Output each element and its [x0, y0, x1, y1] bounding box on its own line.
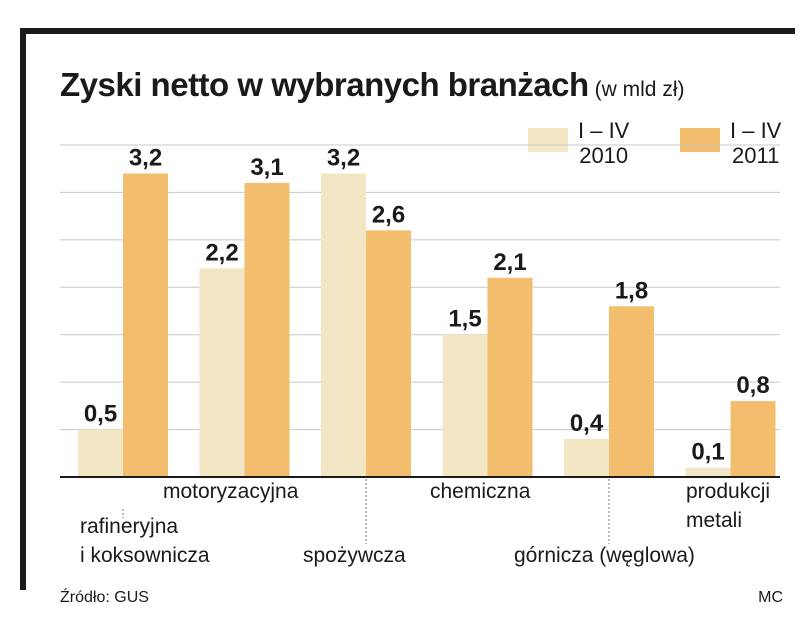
bar-2011 [123, 173, 168, 477]
bar-2010 [685, 467, 731, 477]
chart-title-text: Zyski netto w wybranych branżach [60, 66, 589, 103]
legend-swatch-2011 [680, 128, 720, 152]
frame-left-bar [20, 28, 26, 590]
bar-2010 [321, 173, 366, 477]
category-label: rafineryjna [80, 515, 178, 538]
legend-item-2010: I – IV 2010 [528, 118, 629, 168]
data-label-2010: 0,5 [84, 401, 117, 428]
category-label: motoryzacyjna [163, 480, 299, 503]
legend-swatch-2010 [528, 128, 568, 152]
category-label: metali [686, 509, 742, 532]
legend-item-2011: I – IV 2011 [680, 118, 781, 168]
data-label-2010: 1,5 [448, 306, 481, 333]
bar-2011 [487, 277, 533, 477]
legend-label-2010: I – IV 2010 [578, 118, 629, 168]
data-label-2010: 2,2 [205, 239, 238, 266]
data-label-2010: 3,2 [327, 144, 360, 171]
category-label: i koksownicza [80, 544, 210, 567]
bar-2010 [564, 439, 609, 477]
category-label: chemiczna [430, 480, 531, 503]
data-label-2011: 0,8 [736, 372, 769, 399]
data-label-2011: 3,1 [250, 154, 283, 181]
author-credit: MC [758, 589, 783, 606]
frame-top-bar [20, 28, 795, 34]
chart-unit: (w mld zł) [594, 78, 685, 101]
bar-2010 [199, 268, 245, 477]
legend-label-2010-line1: I – IV [578, 118, 630, 143]
data-label-2010: 0,4 [570, 410, 604, 437]
data-label-2011: 3,2 [129, 144, 162, 171]
chart-title: Zyski netto w wybranych branżach (w mld z… [60, 66, 684, 104]
data-label-2011: 2,6 [372, 201, 405, 228]
bar-2010 [78, 429, 123, 477]
bar-2011 [609, 306, 654, 477]
legend-label-2011-line1: I – IV [730, 118, 782, 143]
data-label-2011: 1,8 [615, 277, 648, 304]
legend-label-2011-line2: 2011 [732, 143, 780, 168]
category-label: spożywcza [303, 544, 406, 567]
legend-label-2010-line2: 2010 [579, 143, 629, 168]
bar-2010 [442, 334, 488, 477]
legend-label-2011: I – IV 2011 [730, 118, 781, 168]
data-label-2010: 0,1 [691, 439, 724, 466]
category-label: produkcji [686, 480, 770, 503]
category-label: górnicza (węglowa) [514, 544, 695, 567]
bar-2011 [244, 182, 290, 477]
source-note: Źródło: GUS [60, 589, 149, 606]
bar-2011 [730, 401, 776, 477]
bar-2011 [366, 230, 411, 477]
data-label-2011: 2,1 [493, 249, 526, 276]
